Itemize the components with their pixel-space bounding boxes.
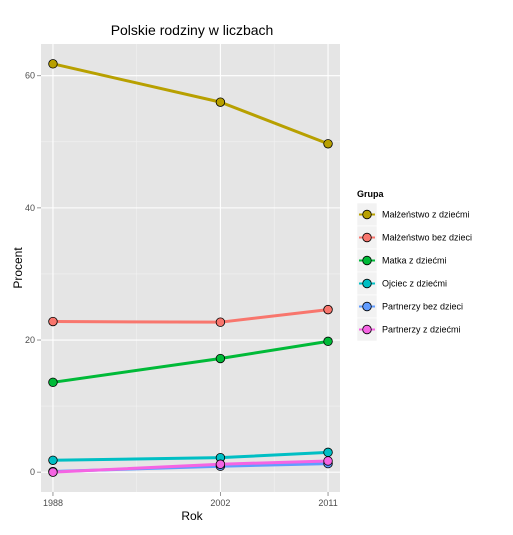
series-3-point <box>48 377 58 388</box>
series-1-point <box>215 97 226 107</box>
legend-key-point <box>362 324 372 335</box>
x-tick-label: 1988 <box>43 498 63 508</box>
series-2-point <box>215 317 226 327</box>
gridlines <box>41 44 340 492</box>
series-layer <box>48 59 333 477</box>
y-tick-label: 20 <box>25 335 35 345</box>
legend: Grupa Małżeństwo z dziećmi Małżeństwo bez… <box>356 189 472 342</box>
series-3-point <box>323 336 333 347</box>
legend-key-point <box>362 209 372 220</box>
series-1-point <box>323 139 333 149</box>
y-tick-label: 0 <box>30 467 35 477</box>
series-1-point <box>48 59 58 69</box>
chart-title: Polskie rodziny w liczbach <box>111 22 274 38</box>
legend-key-point <box>362 255 372 266</box>
y-axis: 0 20 40 60 <box>25 71 41 477</box>
series-6-point <box>323 456 333 466</box>
legend-title: Grupa <box>357 189 384 199</box>
y-tick-label: 60 <box>25 71 35 81</box>
series-4-point <box>48 455 58 465</box>
legend-key-point <box>362 301 372 312</box>
legend-key-point <box>362 278 372 289</box>
y-axis-title: Procent <box>11 247 25 289</box>
x-tick-label: 2002 <box>210 498 230 508</box>
plot-panel <box>41 44 340 492</box>
x-tick-label: 2011 <box>318 498 337 508</box>
legend-label: Partnerzy z dziećmi <box>382 325 461 335</box>
series-3-point <box>215 353 226 364</box>
series-6-point <box>48 467 58 477</box>
legend-key-point <box>362 232 372 243</box>
series-4-point <box>323 447 333 458</box>
legend-label: Partnerzy bez dzieci <box>382 302 463 312</box>
series-2-point <box>48 316 58 327</box>
y-tick-label: 40 <box>25 203 35 213</box>
legend-label: Małżeństwo z dziećmi <box>382 210 470 220</box>
x-axis-title: Rok <box>181 509 203 523</box>
legend-label: Małżeństwo bez dzieci <box>382 233 472 243</box>
x-axis: 1988 2002 2011 <box>43 492 338 508</box>
series-6-point <box>215 459 226 469</box>
legend-label: Matka z dziećmi <box>382 256 447 266</box>
series-2-point <box>323 304 333 315</box>
legend-label: Ojciec z dziećmi <box>382 279 447 289</box>
